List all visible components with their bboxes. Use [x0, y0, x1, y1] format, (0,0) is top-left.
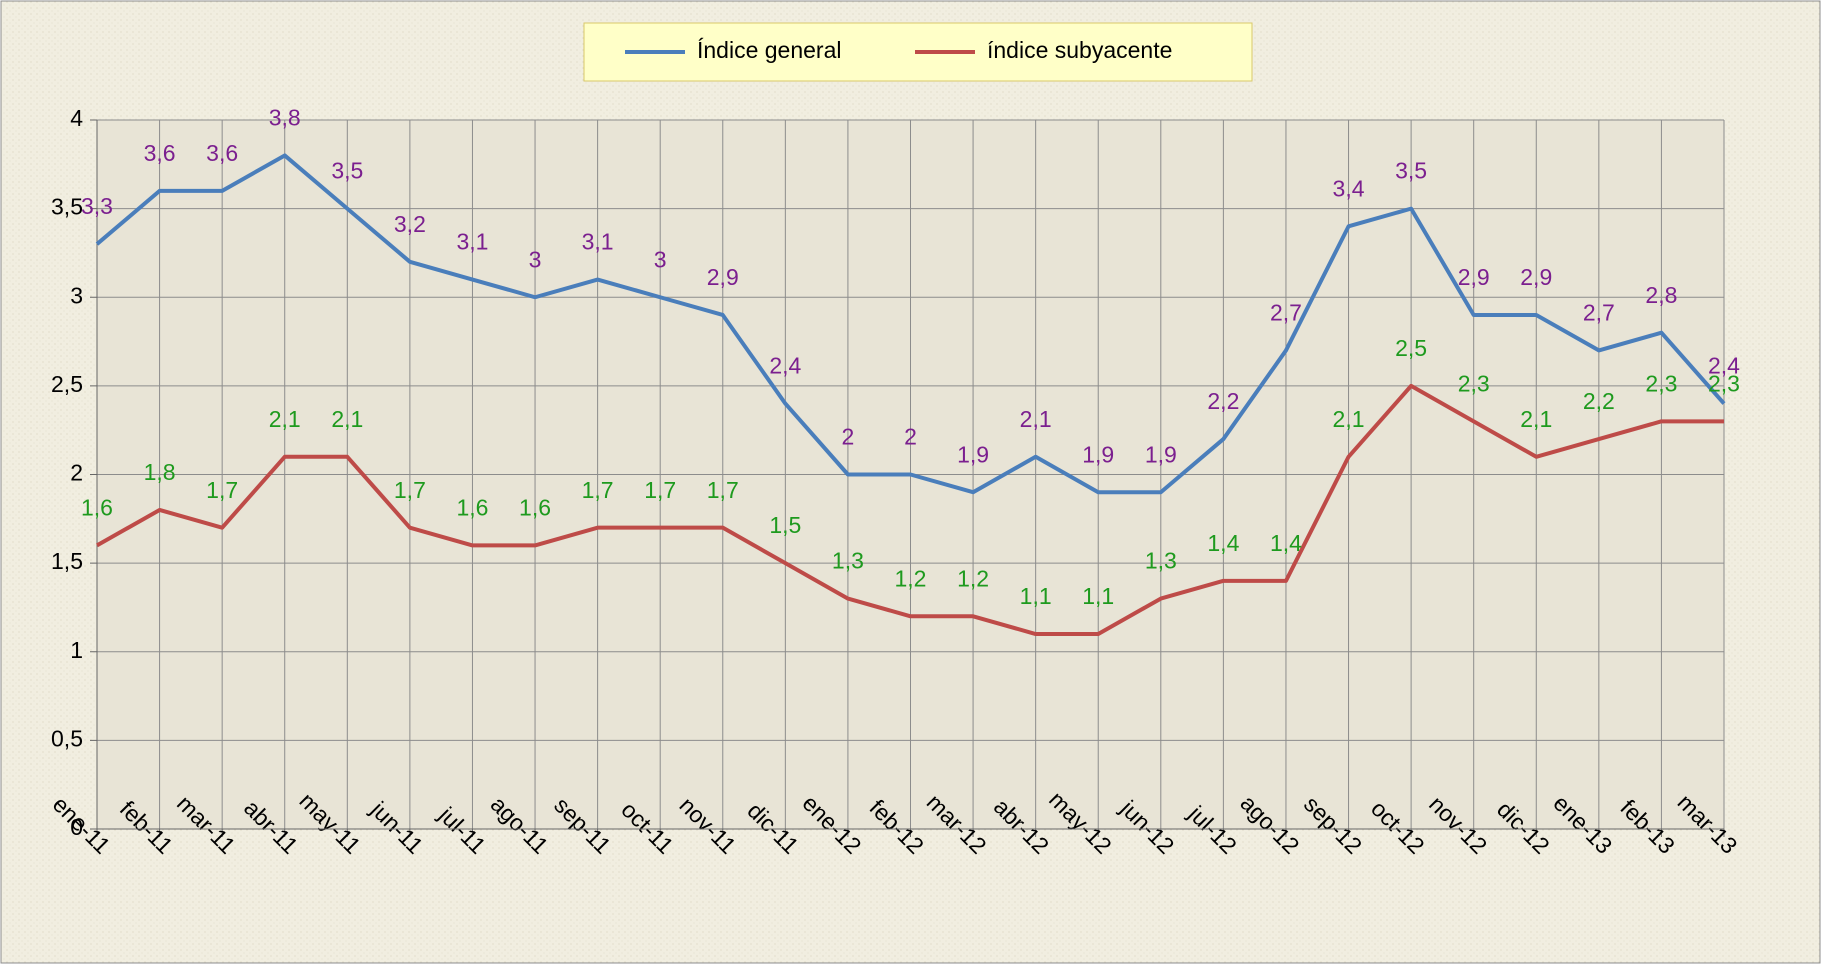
y-tick-label: 0,5: [51, 725, 83, 751]
data-label: 2,4: [769, 353, 801, 379]
data-label: 1,5: [769, 512, 801, 538]
data-label: 1,8: [144, 459, 176, 485]
data-label: 2,4: [1708, 353, 1740, 379]
data-label: 1,2: [957, 565, 989, 591]
data-label: 1,6: [81, 494, 113, 520]
data-label: 3,5: [1395, 158, 1427, 184]
data-label: 1,7: [394, 477, 426, 503]
legend: Índice general índice subyacente: [583, 22, 1253, 82]
data-label: 2,3: [1458, 370, 1490, 396]
data-label: 1,3: [1145, 548, 1177, 574]
data-label: 2,1: [269, 406, 301, 432]
data-label: 3: [529, 246, 542, 272]
data-label: 3,3: [81, 193, 113, 219]
legend-label: Índice general: [697, 37, 842, 63]
data-label: 1,7: [206, 477, 238, 503]
data-label: 3,8: [269, 105, 301, 131]
data-label: 1,4: [1270, 530, 1302, 556]
data-label: 1,9: [957, 441, 989, 467]
data-label: 3,1: [582, 229, 614, 255]
data-label: 3,6: [144, 140, 176, 166]
y-tick-label: 2,5: [51, 371, 83, 397]
y-tick-label: 1: [70, 637, 83, 663]
data-label: 1,9: [1145, 441, 1177, 467]
data-label: 3,2: [394, 211, 426, 237]
data-label: 3: [654, 246, 667, 272]
data-label: 2,2: [1207, 388, 1239, 414]
y-tick-label: 2: [70, 460, 83, 486]
data-label: 2,7: [1270, 300, 1302, 326]
data-label: 1,6: [519, 494, 551, 520]
y-tick-label: 4: [70, 105, 83, 131]
data-label: 2,8: [1645, 282, 1677, 308]
data-label: 2,3: [1645, 370, 1677, 396]
data-label: 1,6: [456, 494, 488, 520]
legend-label: índice subyacente: [987, 37, 1172, 63]
data-label: 2,1: [331, 406, 363, 432]
data-label: 1,1: [1082, 583, 1114, 609]
data-label: 3,6: [206, 140, 238, 166]
data-label: 3,5: [331, 158, 363, 184]
series-line: [95, 153, 1726, 495]
data-label: 1,9: [1082, 441, 1114, 467]
data-label: 1,1: [1020, 583, 1052, 609]
data-label: 2,2: [1583, 388, 1615, 414]
data-label: 2,9: [1458, 264, 1490, 290]
data-label: 2: [842, 424, 855, 450]
data-label: 2,9: [1520, 264, 1552, 290]
data-label: 2,7: [1583, 300, 1615, 326]
data-label: 3,1: [456, 229, 488, 255]
data-label: 1,2: [895, 565, 927, 591]
data-label: 1,3: [832, 548, 864, 574]
series-line: [96, 383, 1724, 637]
data-label: 2: [904, 424, 917, 450]
data-label: 1,7: [644, 477, 676, 503]
data-label: 2,3: [1708, 370, 1740, 396]
data-label: 2,1: [1520, 406, 1552, 432]
data-label: 3,4: [1333, 175, 1365, 201]
data-label: 2,5: [1395, 335, 1427, 361]
data-label: 2,1: [1020, 406, 1052, 432]
y-tick-label: 3,5: [51, 194, 83, 220]
data-label: 1,4: [1207, 530, 1239, 556]
y-tick-label: 1,5: [51, 548, 83, 574]
data-label: 1,7: [707, 477, 739, 503]
data-label: 2,1: [1333, 406, 1365, 432]
data-label: 2,9: [707, 264, 739, 290]
y-tick-label: 3: [70, 282, 83, 308]
y-tick-label: 0: [70, 814, 83, 840]
data-label: 1,7: [582, 477, 614, 503]
